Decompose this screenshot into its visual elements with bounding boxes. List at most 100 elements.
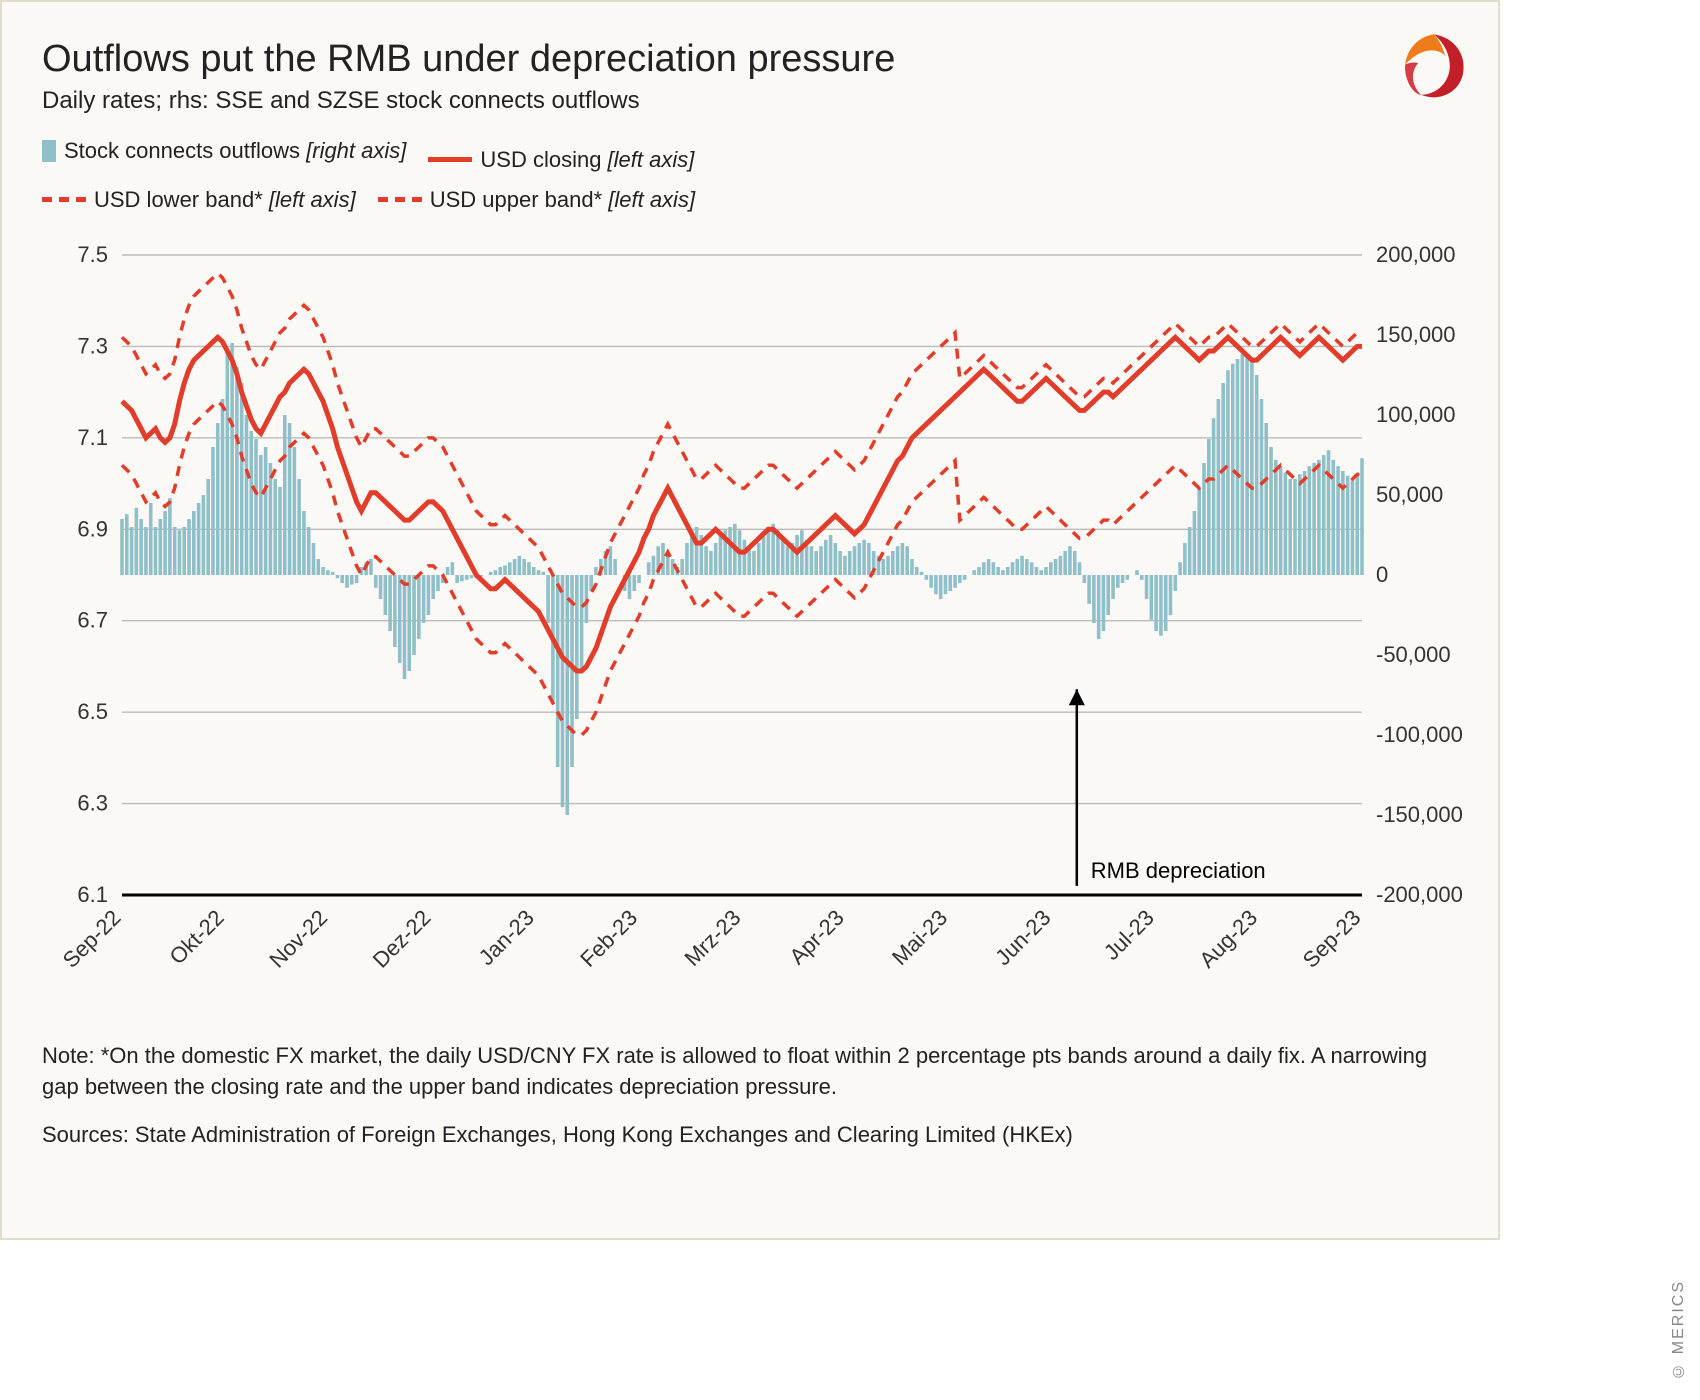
y-right-tick: 50,000	[1376, 482, 1443, 507]
bar	[1068, 546, 1072, 575]
x-tick: Jan-23	[474, 905, 539, 970]
y-right-tick: 0	[1376, 562, 1388, 587]
bar	[542, 572, 546, 575]
bar	[762, 535, 766, 575]
bar	[1063, 551, 1067, 575]
bar	[494, 570, 498, 575]
bar	[211, 447, 215, 575]
bar	[149, 503, 153, 575]
bar	[594, 567, 598, 575]
bar	[297, 479, 301, 575]
bar	[384, 575, 388, 615]
bar	[858, 543, 862, 575]
bar	[187, 519, 191, 575]
bar	[1236, 359, 1240, 575]
bar	[575, 575, 579, 719]
bar	[451, 562, 455, 575]
legend-item: Stock connects outflows [right axis]	[42, 133, 406, 168]
y-left-tick: 7.3	[77, 333, 108, 358]
bar	[1355, 476, 1359, 575]
bar	[350, 575, 354, 585]
legend-label: USD closing [left axis]	[480, 142, 694, 177]
bar	[1284, 472, 1288, 574]
x-tick: Dez-22	[368, 905, 436, 973]
bar	[1054, 559, 1058, 575]
bar	[1039, 570, 1043, 575]
bar	[1183, 543, 1187, 575]
bar	[537, 570, 541, 575]
bar	[154, 527, 158, 575]
bar	[992, 562, 996, 575]
bar	[987, 559, 991, 575]
y-left-tick: 6.7	[77, 607, 108, 632]
bar	[915, 567, 919, 575]
bar	[1126, 575, 1130, 580]
bar	[168, 498, 172, 575]
bar	[1006, 567, 1010, 575]
bar	[283, 415, 287, 575]
bar	[407, 575, 411, 671]
bar	[369, 559, 373, 575]
bar	[336, 575, 340, 578]
bar	[120, 519, 124, 575]
bar	[144, 527, 148, 575]
bar	[125, 514, 129, 575]
y-right-tick: 100,000	[1376, 402, 1456, 427]
bar	[1317, 460, 1321, 575]
bar	[249, 431, 253, 575]
bar	[814, 551, 818, 575]
bar	[1264, 423, 1268, 575]
bar	[580, 575, 584, 671]
bar	[1351, 479, 1355, 575]
bar	[944, 575, 948, 594]
bar	[891, 551, 895, 575]
bar	[948, 575, 952, 591]
bar	[661, 543, 665, 575]
bar	[431, 575, 435, 599]
annotation-label: RMB depreciation	[1091, 858, 1266, 883]
bar	[1288, 479, 1292, 575]
bar	[1087, 575, 1091, 604]
bar	[273, 479, 277, 575]
y-right-tick: -100,000	[1376, 722, 1462, 747]
y-right-tick: 200,000	[1376, 242, 1456, 267]
bar	[910, 559, 914, 575]
bar	[963, 575, 967, 580]
bar	[1293, 479, 1297, 575]
bar	[829, 535, 833, 575]
y-right-tick: -200,000	[1376, 882, 1462, 907]
x-tick: Mai-23	[887, 905, 952, 970]
bar	[139, 519, 143, 575]
bar	[293, 447, 297, 575]
y-left-tick: 7.1	[77, 425, 108, 450]
bar	[388, 575, 392, 631]
bar	[302, 511, 306, 575]
x-tick: Jun-23	[990, 905, 1055, 970]
bar	[206, 479, 210, 575]
bar	[1169, 575, 1173, 615]
bar	[489, 572, 493, 575]
bar	[202, 495, 206, 575]
bar	[1102, 575, 1106, 631]
bar	[920, 572, 924, 575]
y-left-tick: 7.5	[77, 242, 108, 267]
bar	[1260, 399, 1264, 575]
bar	[312, 543, 316, 575]
y-right-tick: 150,000	[1376, 322, 1456, 347]
brand-logo-icon	[1398, 30, 1470, 102]
bar	[1049, 562, 1053, 575]
bar	[1241, 354, 1245, 575]
bar	[1016, 559, 1020, 575]
annotation-arrowhead-icon	[1069, 689, 1085, 705]
bar	[680, 559, 684, 575]
bar	[1145, 575, 1149, 599]
bar	[1030, 562, 1034, 575]
legend-label: USD lower band* [left axis]	[94, 182, 356, 217]
legend: Stock connects outflows [right axis] USD …	[42, 133, 1468, 217]
bar	[465, 575, 469, 580]
bar	[647, 562, 651, 575]
bar	[934, 575, 938, 594]
legend-item: USD upper band* [left axis]	[378, 182, 695, 217]
bar	[834, 543, 838, 575]
bar	[254, 439, 258, 575]
